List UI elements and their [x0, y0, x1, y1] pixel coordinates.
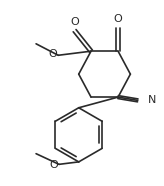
Text: O: O	[49, 49, 57, 60]
Text: O: O	[114, 14, 123, 24]
Text: O: O	[49, 160, 58, 170]
Text: O: O	[70, 17, 79, 27]
Text: N: N	[148, 95, 156, 105]
